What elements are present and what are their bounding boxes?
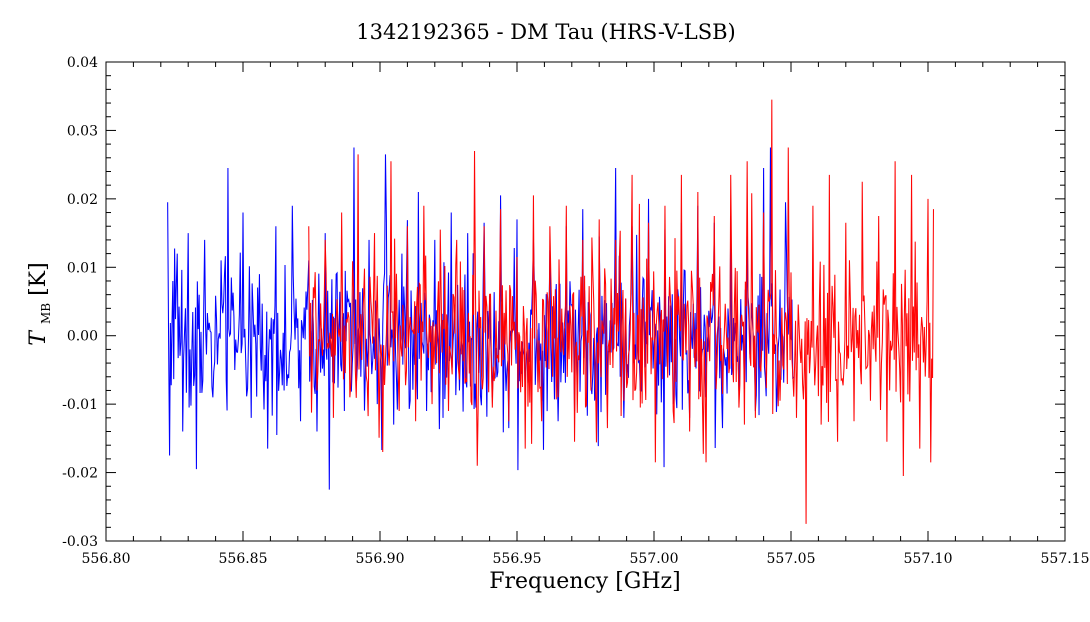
plot-area: 556.80 556.85 556.90 556.95 557.00 557.05 557.… bbox=[62, 55, 1089, 567]
x-tick-label: 557.10 bbox=[904, 551, 953, 567]
y-axis-unit: [K] bbox=[26, 262, 51, 296]
x-tick-label: 557.15 bbox=[1041, 551, 1090, 567]
x-tick-label: 556.90 bbox=[356, 551, 405, 567]
series-line bbox=[308, 99, 935, 524]
y-tick-label: 0.03 bbox=[67, 123, 98, 139]
y-axis-subscript: MB bbox=[39, 303, 53, 324]
y-axis-symbol: T bbox=[26, 329, 51, 346]
svg-text:T MB [K]: T MB [K] bbox=[26, 262, 56, 345]
plot-frame bbox=[105, 61, 1066, 542]
chart-title: 1342192365 - DM Tau (HRS-V-LSB) bbox=[356, 20, 736, 44]
y-tick-label: 0.01 bbox=[67, 260, 98, 276]
y-tick-label: -0.03 bbox=[62, 534, 98, 550]
y-tick-label: -0.01 bbox=[62, 397, 98, 413]
x-tick-label: 556.80 bbox=[82, 551, 131, 567]
x-tick-label: 556.85 bbox=[219, 551, 268, 567]
x-tick-label: 557.05 bbox=[767, 551, 816, 567]
x-tick-label: 556.95 bbox=[493, 551, 542, 567]
y-tick-label: -0.02 bbox=[62, 466, 98, 482]
y-tick-label: 0.02 bbox=[67, 192, 98, 208]
y-axis-label: T MB [K] bbox=[26, 262, 56, 345]
y-tick-label: 0.04 bbox=[67, 55, 98, 71]
x-axis-label: Frequency [GHz] bbox=[489, 569, 681, 594]
y-tick-label: 0.00 bbox=[67, 329, 98, 345]
x-tick-label: 557.00 bbox=[630, 551, 679, 567]
